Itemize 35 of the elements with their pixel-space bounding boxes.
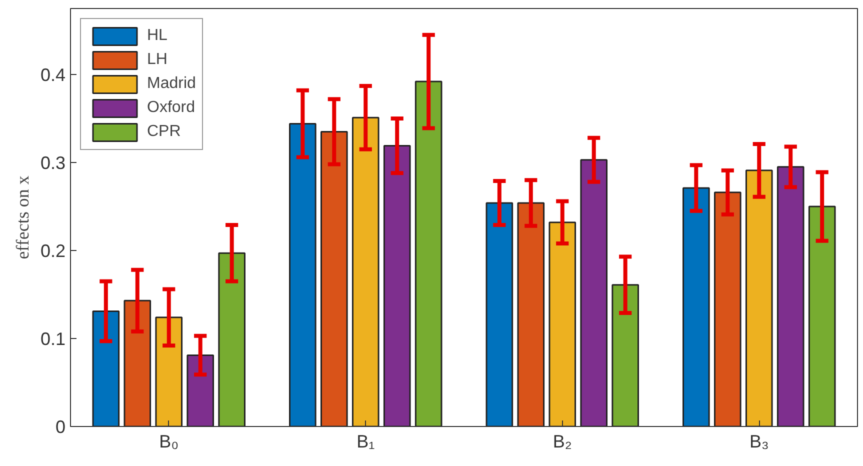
bar xyxy=(414,80,442,426)
legend-label: Oxford xyxy=(147,99,196,117)
bar xyxy=(124,300,152,426)
x-tick-label: B₀ xyxy=(159,432,179,452)
bar xyxy=(808,206,836,426)
bar xyxy=(92,310,120,426)
bar xyxy=(218,252,246,426)
bar xyxy=(580,159,608,426)
bar xyxy=(186,354,214,426)
legend-label: CPR xyxy=(147,123,181,141)
bar xyxy=(517,202,545,426)
bar xyxy=(714,192,742,426)
bar xyxy=(352,116,380,426)
bar xyxy=(548,222,576,426)
x-tick-label: B₁ xyxy=(356,432,375,452)
bar xyxy=(320,130,348,426)
y-axis-title: effects on x xyxy=(12,176,32,260)
bar xyxy=(776,166,804,426)
y-tick-label: 0.4 xyxy=(40,65,66,85)
bar xyxy=(486,202,514,426)
bar xyxy=(745,170,773,426)
y-tick-label: 0.2 xyxy=(40,241,66,261)
y-tick-label: 0 xyxy=(55,417,66,437)
y-tick-label: 0.1 xyxy=(40,329,66,349)
x-tick-label: B₃ xyxy=(749,432,769,452)
bar xyxy=(612,284,639,426)
bar xyxy=(682,187,710,426)
bar xyxy=(155,316,183,426)
legend-label: Madrid xyxy=(147,75,196,93)
bar xyxy=(383,145,411,426)
y-tick-label: 0.3 xyxy=(40,153,66,173)
x-tick-label: B₂ xyxy=(552,432,572,452)
legend-label: HL xyxy=(147,27,168,45)
bar xyxy=(289,123,316,426)
legend-label: LH xyxy=(147,51,168,69)
